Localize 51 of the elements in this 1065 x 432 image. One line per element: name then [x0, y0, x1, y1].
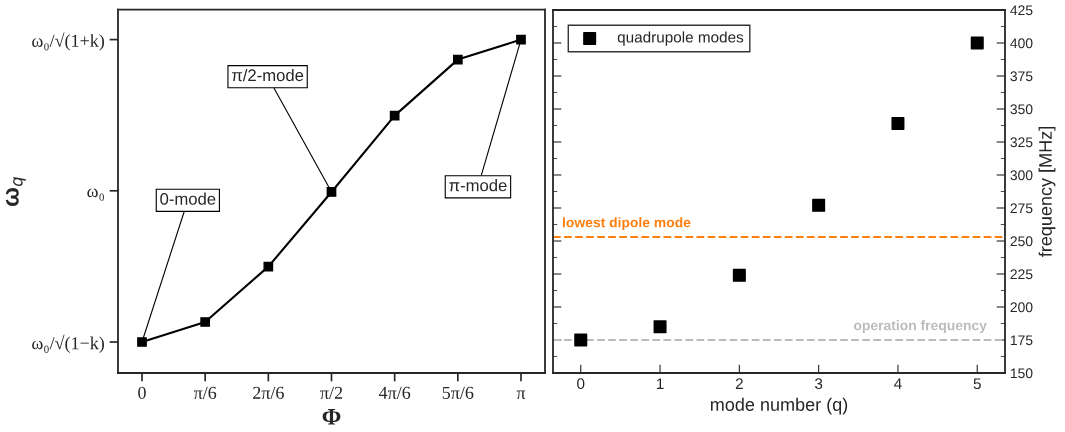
annotation: 0-mode [160, 192, 216, 205]
annotation: π/2-mode [231, 68, 304, 82]
point [891, 117, 905, 131]
x-axis-title: Φ [322, 409, 341, 425]
y-tick-label: 150 [1010, 368, 1033, 379]
text: ω₀/√(1+k) [32, 32, 105, 51]
point [732, 268, 746, 282]
y-tick-label: 175 [1010, 335, 1033, 346]
point [516, 34, 526, 45]
point [452, 54, 463, 65]
y-tick-label: 300 [1010, 170, 1033, 181]
y-tick-label: 350 [1010, 104, 1033, 115]
y-tick-label: 250 [1010, 236, 1033, 247]
point [574, 333, 588, 347]
y-tick-label: 225 [1010, 269, 1033, 280]
ref-line-label: lowest dipole mode [563, 217, 691, 231]
y-axis-title: ω$_{q}$ [5, 176, 26, 207]
point [812, 198, 826, 212]
point [137, 337, 147, 347]
y-tick-label: 400 [1010, 38, 1033, 49]
point [389, 110, 400, 121]
x-tick-label: 3 [814, 378, 823, 390]
x-tick-label: 4π/6 [378, 386, 411, 399]
text: ω₀/√(1−k) [32, 334, 105, 353]
x-tick-label: 0 [138, 386, 146, 399]
x-tick-label: π/2 [320, 386, 343, 399]
y-tick-label: 425 [1010, 5, 1033, 16]
legend-label: quadrupole modes [617, 31, 744, 46]
point [653, 320, 667, 334]
point [970, 36, 984, 50]
y-tick-label: 325 [1010, 137, 1033, 148]
x-tick-label: 1 [656, 378, 664, 389]
ref-line-label: operation frequency [853, 320, 987, 334]
x-tick-label: π [516, 390, 526, 399]
x-tick-label: π/6 [193, 386, 217, 399]
x-tick-label: 5 [973, 378, 981, 390]
x-tick-label: 2π/6 [253, 386, 284, 399]
annotation: π-mode [449, 179, 507, 192]
y-axis-title: frequency [MHz] [1038, 127, 1056, 257]
y-tick-label: 200 [1010, 302, 1033, 313]
x-tick-label: 4 [894, 378, 902, 389]
x-axis-title: mode number (q) [710, 397, 848, 415]
x-tick-label: 2 [735, 378, 743, 389]
y-tick-label: 375 [1010, 71, 1033, 82]
text: ω₀ [87, 188, 104, 201]
y-tick-label: 275 [1010, 203, 1033, 214]
point [263, 261, 274, 272]
point [200, 317, 211, 327]
point [326, 187, 337, 197]
x-tick-label: 5π/6 [442, 386, 474, 399]
x-tick-label: 0 [577, 378, 585, 390]
